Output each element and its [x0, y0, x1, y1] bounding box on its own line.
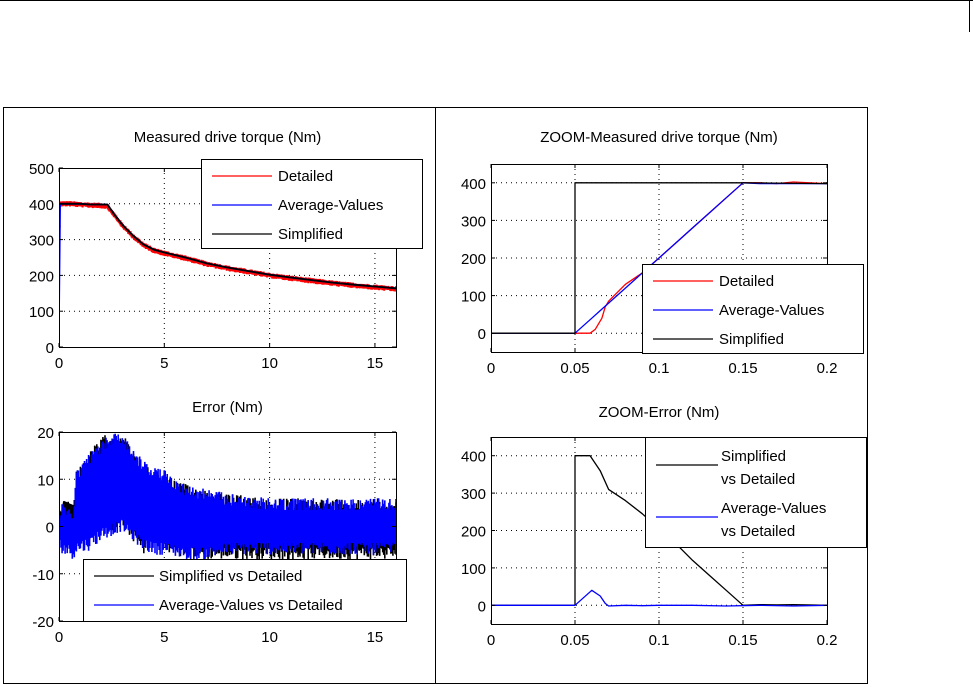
y-tick-label: 0	[478, 598, 486, 615]
x-tick-label: 0	[55, 629, 63, 646]
y-tick-label: 100	[461, 289, 486, 306]
chart-1: Measured drive torque (Nm) 0 5 10 15 0 100 200 3…	[29, 129, 423, 372]
x-tick-label: 0	[487, 632, 495, 649]
y-tick-label: 100	[461, 561, 486, 578]
legend-label-line: Average-Values	[721, 500, 826, 517]
legend-label-line: vs Detailed	[721, 523, 795, 540]
x-tick-label: 0.2	[817, 632, 838, 649]
y-tick-label: 400	[461, 176, 486, 193]
x-tick-label: 0.2	[817, 360, 838, 377]
legend-box	[645, 437, 867, 548]
legend-label: Detailed	[719, 273, 774, 290]
top-border-line	[0, 0, 973, 1]
legend-label: Detailed	[278, 168, 333, 185]
series-line-3	[491, 182, 827, 334]
legend-label-line: vs Detailed	[721, 471, 795, 488]
legend-box	[83, 559, 407, 622]
legend-label: Simplified	[278, 226, 343, 243]
legend-label: Average-Values	[278, 197, 383, 214]
legend-label: Average-Values vs Detailed	[721, 500, 826, 540]
x-tick-label: 0	[487, 360, 495, 377]
x-tick-label: 0.05	[560, 360, 589, 377]
chart-4: ZOOM-Error (Nm) 0 0.05 0.1 0.15 0.2 0 100 200 300…	[461, 404, 867, 649]
y-tick-label: -20	[32, 614, 54, 631]
right-panel-frame	[435, 107, 868, 684]
legend: Simplified vs Detailed Average-Values vs De…	[645, 437, 867, 548]
y-tick-label: -10	[32, 567, 54, 584]
x-tick-label: 0.15	[728, 360, 757, 377]
legend: Detailed Average-Values Simplified	[642, 264, 864, 354]
x-tick-label: 0.15	[728, 632, 757, 649]
legend-label: Simplified	[719, 331, 784, 348]
y-tick-label: 200	[29, 268, 54, 285]
chart-title: ZOOM-Error (Nm)	[599, 404, 720, 421]
y-tick-label: 0	[46, 340, 54, 357]
legend-label: Simplified vs Detailed	[721, 448, 795, 488]
chart-2: Error (Nm) 0 5 10 15 -20 -10 0 10 20 Simplified vs…	[32, 399, 407, 646]
x-tick-label: 15	[367, 629, 384, 646]
series-group	[59, 433, 396, 560]
y-tick-label: 500	[29, 161, 54, 178]
legend-label: Average-Values	[719, 302, 824, 319]
x-tick-label: 0.1	[649, 360, 670, 377]
legend-label: Average-Values vs Detailed	[159, 597, 343, 614]
x-tick-label: 0	[55, 355, 63, 372]
x-tick-label: 10	[261, 629, 278, 646]
y-tick-label: 0	[46, 520, 54, 537]
y-tick-label: 300	[29, 233, 54, 250]
x-tick-label: 0.05	[560, 632, 589, 649]
y-tick-label: 300	[461, 486, 486, 503]
x-tick-label: 15	[367, 355, 384, 372]
series-band-fill-2	[59, 443, 396, 548]
x-tick-label: 5	[160, 355, 168, 372]
x-tick-label: 5	[160, 629, 168, 646]
y-tick-label: 200	[461, 251, 486, 268]
chart-title: Error (Nm)	[192, 399, 263, 416]
y-tick-label: 10	[37, 472, 54, 489]
x-tick-label: 10	[261, 355, 278, 372]
chart-title: ZOOM-Measured drive torque (Nm)	[540, 129, 778, 146]
right-edge-marker	[969, 0, 970, 32]
y-tick-label: 300	[461, 213, 486, 230]
legend: Detailed Average-Values Simplified	[201, 159, 423, 249]
x-tick-label: 0.1	[649, 632, 670, 649]
y-tick-label: 0	[478, 326, 486, 343]
series-line-2	[491, 589, 827, 607]
y-tick-label: 200	[461, 524, 486, 541]
y-tick-label: 400	[29, 197, 54, 214]
y-tick-label: 400	[461, 449, 486, 466]
series-group	[59, 201, 396, 315]
series-line-3	[60, 202, 396, 290]
legend: Simplified vs Detailed Average-Values vs …	[83, 559, 407, 622]
legend-label: Simplified vs Detailed	[159, 568, 302, 585]
legend-label-line: Simplified	[721, 448, 786, 465]
y-tick-label: 100	[29, 304, 54, 321]
y-tick-label: 20	[37, 425, 54, 442]
chart-title: Measured drive torque (Nm)	[134, 129, 322, 146]
chart-3: ZOOM-Measured drive torque (Nm) 0 0.05 0.1 0…	[461, 129, 864, 377]
